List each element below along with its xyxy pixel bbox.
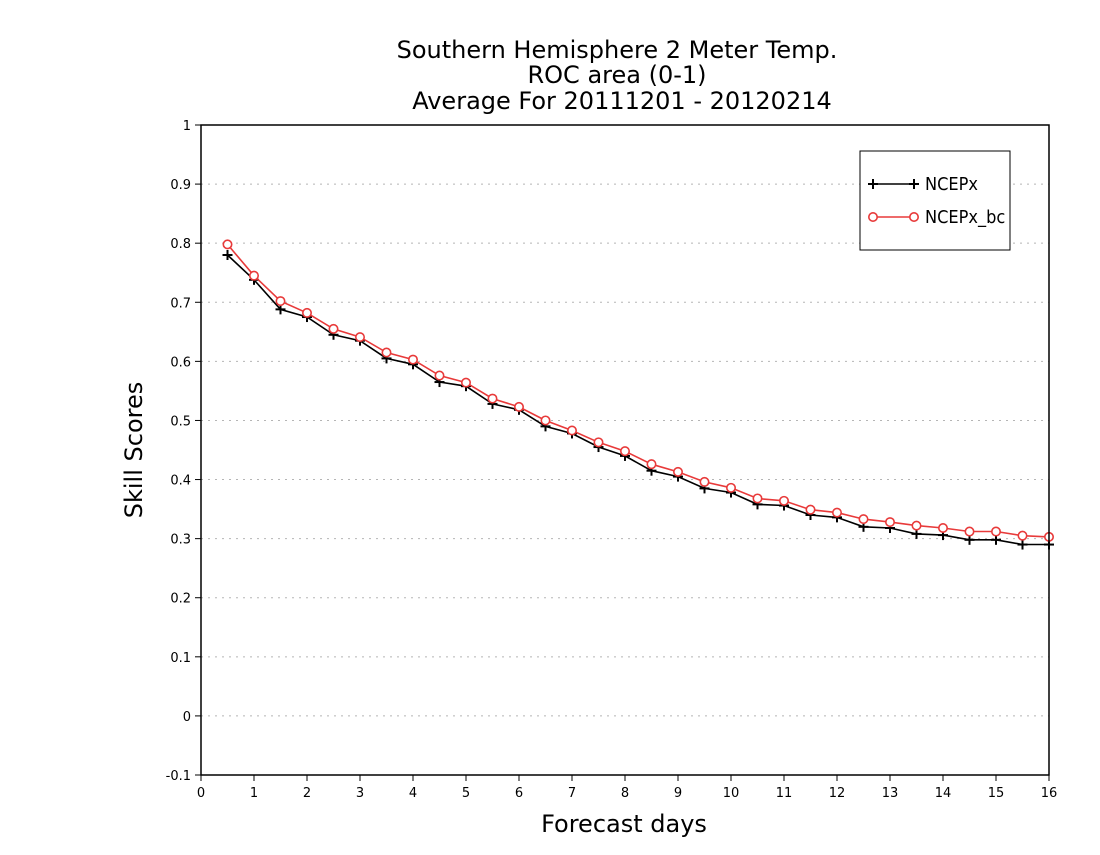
y-tick-label: 0.4 <box>170 474 191 489</box>
y-tick-label: 0.8 <box>170 237 191 252</box>
x-tick-label: 9 <box>674 786 682 801</box>
ncepx-bc-point <box>328 323 339 334</box>
series-ncepx-bc <box>222 239 1055 542</box>
x-tick-label: 5 <box>462 786 470 801</box>
legend-box <box>859 150 1011 251</box>
grid-layer <box>201 183 1049 717</box>
x-tick-label: 2 <box>303 786 311 801</box>
x-tick-label: 8 <box>621 786 629 801</box>
ncepx-bc-point <box>434 370 445 381</box>
y-tick-label: 0.5 <box>170 414 191 429</box>
y-tick-label: 0.2 <box>170 592 191 607</box>
chart-title: Southern Hemisphere 2 Meter Temp. ROC ar… <box>397 36 838 115</box>
ncepx-bc-point <box>354 332 365 343</box>
legend-label: NCEPx <box>925 174 978 195</box>
legend-marker <box>909 179 919 189</box>
ncepx-bc-point <box>407 354 418 365</box>
y-tick-label: -0.1 <box>166 769 191 784</box>
ncepx-bc-point <box>646 459 657 470</box>
series-ncepx <box>222 250 1054 550</box>
series-line <box>226 243 1050 538</box>
ncepx-bc-point <box>805 504 816 515</box>
y-tick-label: 0.1 <box>170 651 191 666</box>
ncepx-bc-point <box>884 517 895 528</box>
ncepx-bc-point <box>540 415 551 426</box>
chart-title-line-3: Average For 20111201 - 20120214 <box>412 87 832 115</box>
legend-marker <box>867 212 878 223</box>
tick-layer: -0.100.10.20.30.40.50.60.70.80.910 1 2 3 4 5 6… <box>166 119 1058 801</box>
ncepx-bc-point <box>778 495 789 506</box>
ncepx-bc-point <box>619 446 630 457</box>
x-tick-label: 3 <box>356 786 364 801</box>
legend-item: NCEPx_bc <box>867 207 1005 228</box>
ncepx-bc-point <box>593 437 604 448</box>
ncepx-bc-point <box>381 347 392 358</box>
ncepx-bc-point <box>566 425 577 436</box>
x-tick-label: 0 <box>197 786 205 801</box>
legend-items: NCEPx NCEPx_bc <box>867 174 1005 228</box>
legend-marker <box>908 212 919 223</box>
x-tick-label: 12 <box>829 786 846 801</box>
ncepx-bc-point <box>752 493 763 504</box>
y-axis-label: Skill Scores <box>120 382 148 519</box>
ncepx-point <box>222 250 233 260</box>
legend-marker <box>868 179 878 189</box>
x-tick-label: 16 <box>1041 786 1058 801</box>
ncepx-bc-point <box>725 482 736 493</box>
x-tick-label: 10 <box>723 786 740 801</box>
chart-title-line-1: Southern Hemisphere 2 Meter Temp. <box>397 36 838 64</box>
ncepx-bc-point <box>672 466 683 477</box>
x-tick-label: 6 <box>515 786 523 801</box>
legend-item: NCEPx <box>868 174 978 195</box>
x-tick-label: 7 <box>568 786 576 801</box>
y-tick-label: 1 <box>183 119 191 134</box>
ncepx-bc-point <box>699 476 710 487</box>
x-tick-label: 1 <box>250 786 258 801</box>
ncepx-bc-point <box>275 296 286 307</box>
ncepx-bc-point <box>911 520 922 531</box>
y-tick-label: 0 <box>183 710 191 725</box>
ncepx-bc-point <box>222 239 233 250</box>
x-tick-label: 4 <box>409 786 417 801</box>
chart-title-line-2: ROC area (0-1) <box>527 61 706 89</box>
ncepx-bc-point <box>513 401 524 412</box>
y-tick-label: 0.9 <box>170 178 191 193</box>
series-layer <box>222 239 1055 550</box>
series-line <box>226 254 1049 546</box>
legend: NCEPx NCEPx_bc <box>859 150 1011 251</box>
ncepx-bc-point <box>460 377 471 388</box>
y-tick-label: 0.6 <box>170 355 191 370</box>
ncepx-bc-point <box>1017 530 1028 541</box>
ncepx-bc-point <box>249 270 260 281</box>
plot-frame <box>200 124 1050 776</box>
ncepx-bc-point <box>964 526 975 537</box>
x-tick-label: 15 <box>988 786 1005 801</box>
ncepx-point <box>1017 539 1028 550</box>
ncepx-bc-point <box>937 522 948 533</box>
x-axis-label: Forecast days <box>541 810 707 838</box>
ncepx-bc-point <box>487 393 498 404</box>
x-tick-label: 11 <box>776 786 793 801</box>
x-tick-label: 13 <box>882 786 899 801</box>
ncepx-bc-point <box>301 307 312 318</box>
legend-label: NCEPx_bc <box>925 207 1005 228</box>
x-tick-label: 14 <box>935 786 952 801</box>
ncepx-bc-point <box>831 507 842 518</box>
y-tick-label: 0.7 <box>170 296 191 311</box>
y-tick-label: 0.3 <box>170 533 191 548</box>
ncepx-bc-point <box>858 514 869 525</box>
ncepx-bc-point <box>990 526 1001 537</box>
